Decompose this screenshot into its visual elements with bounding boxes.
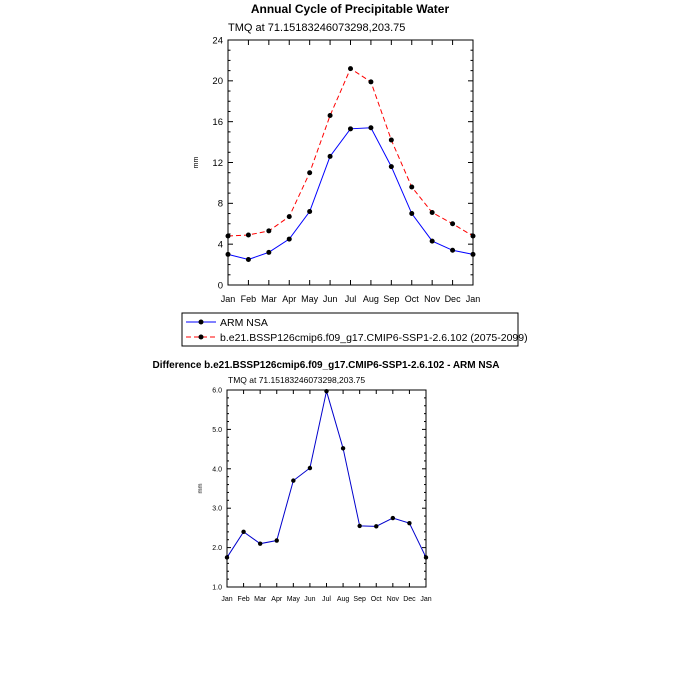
data-point (327, 153, 333, 159)
y-tick-label: 20 (212, 76, 223, 87)
legend-marker-model (198, 334, 204, 340)
data-point (324, 388, 329, 394)
data-point (390, 515, 396, 521)
y-tick-label: 24 (212, 35, 223, 46)
x-tick-label: Jan (221, 596, 232, 603)
data-point (450, 247, 456, 253)
data-point (307, 170, 313, 176)
y-axis-label: mm (198, 484, 204, 494)
y-tick-label: 3.0 (212, 506, 222, 513)
data-point (470, 251, 476, 257)
data-point (241, 529, 246, 535)
data-point (307, 465, 313, 471)
x-tick-label: Sep (353, 596, 366, 603)
data-point (374, 524, 379, 529)
data-point (407, 520, 412, 526)
x-tick-label: Nov (387, 596, 400, 603)
data-point (225, 233, 231, 239)
x-tick-label: Dec (403, 596, 416, 603)
plot-frame (226, 389, 427, 588)
data-point (266, 249, 272, 255)
data-point (257, 541, 263, 546)
chart-title: Annual Cycle of Precipitable Water (251, 2, 450, 16)
data-point (470, 233, 476, 239)
x-tick-label: Sep (383, 294, 399, 304)
chart-subtitle: TMQ at 71.15183246073298,203.75 (228, 22, 405, 34)
x-tick-label: May (301, 294, 319, 304)
y-tick-label: 0 (218, 280, 223, 291)
y-axis-label: mm (193, 157, 200, 169)
data-point (307, 209, 313, 214)
x-tick-label: Dec (445, 294, 462, 304)
plot-frame (227, 39, 474, 286)
x-tick-label: Jan (420, 596, 431, 603)
data-point (450, 221, 456, 227)
data-point (429, 238, 435, 244)
x-tick-label: Aug (337, 596, 350, 603)
legend-marker-arm-nsa (198, 319, 204, 325)
x-tick-label: Jul (345, 294, 357, 304)
data-point (368, 79, 374, 85)
x-tick-label: Apr (282, 294, 296, 304)
data-point (388, 164, 394, 170)
x-tick-label: Jan (466, 294, 481, 304)
chart-title: Difference b.e21.BSSP126cmip6.f09_g17.CM… (153, 360, 500, 371)
data-point (340, 446, 346, 451)
y-tick-label: 12 (212, 158, 223, 169)
y-tick-label: 6.0 (212, 387, 222, 394)
y-tick-label: 8 (218, 199, 223, 210)
y-tick-label: 5.0 (212, 427, 222, 434)
x-tick-label: Jun (304, 596, 315, 603)
data-point (327, 113, 333, 119)
legend-label-arm-nsa: ARM NSA (220, 317, 268, 329)
series-line-0 (226, 391, 427, 558)
data-point (429, 210, 435, 216)
y-tick-label: 4.0 (212, 466, 222, 473)
data-point (423, 555, 429, 560)
data-point (274, 538, 279, 543)
y-tick-label: 1.0 (212, 584, 222, 591)
data-point (409, 184, 415, 190)
x-tick-label: Jul (322, 596, 331, 603)
x-tick-label: Oct (405, 294, 420, 304)
data-point (286, 236, 292, 242)
data-point (245, 232, 251, 238)
x-tick-label: Mar (261, 294, 277, 304)
y-tick-label: 4 (218, 239, 223, 250)
data-point (409, 211, 415, 217)
x-tick-label: May (287, 596, 301, 603)
data-point (245, 256, 251, 262)
series-line-1 (227, 67, 474, 237)
data-point (357, 523, 362, 529)
x-tick-label: Jun (323, 294, 338, 304)
data-point (291, 478, 296, 483)
data-point (225, 251, 231, 257)
x-tick-label: Mar (254, 596, 267, 603)
legend: ARM NSA b.e21.BSSP126cmip6.f09_g17.CMIP6… (181, 312, 528, 347)
x-tick-label: Oct (371, 596, 382, 603)
legend-label-model: b.e21.BSSP126cmip6.f09_g17.CMIP6-SSP1-2.… (220, 332, 528, 344)
x-tick-label: Aug (363, 294, 379, 304)
series-line-0 (227, 127, 474, 261)
y-tick-label: 16 (212, 117, 223, 128)
data-point (368, 125, 374, 131)
data-point (388, 137, 394, 143)
data-point (286, 214, 292, 220)
data-point (266, 228, 272, 234)
data-point (348, 126, 353, 132)
x-tick-label: Apr (271, 596, 283, 603)
data-point (348, 66, 353, 72)
chart-subtitle: TMQ at 71.15183246073298,203.75 (228, 375, 365, 385)
y-tick-label: 2.0 (212, 545, 222, 552)
data-point (224, 555, 230, 560)
x-tick-label: Jan (221, 294, 236, 304)
x-tick-label: Nov (424, 294, 441, 304)
annual-cycle-chart: Annual Cycle of Precipitable Water TMQ a… (193, 2, 480, 304)
x-tick-label: Feb (241, 294, 257, 304)
x-tick-label: Feb (238, 596, 250, 603)
difference-chart: Difference b.e21.BSSP126cmip6.f09_g17.CM… (153, 360, 500, 603)
